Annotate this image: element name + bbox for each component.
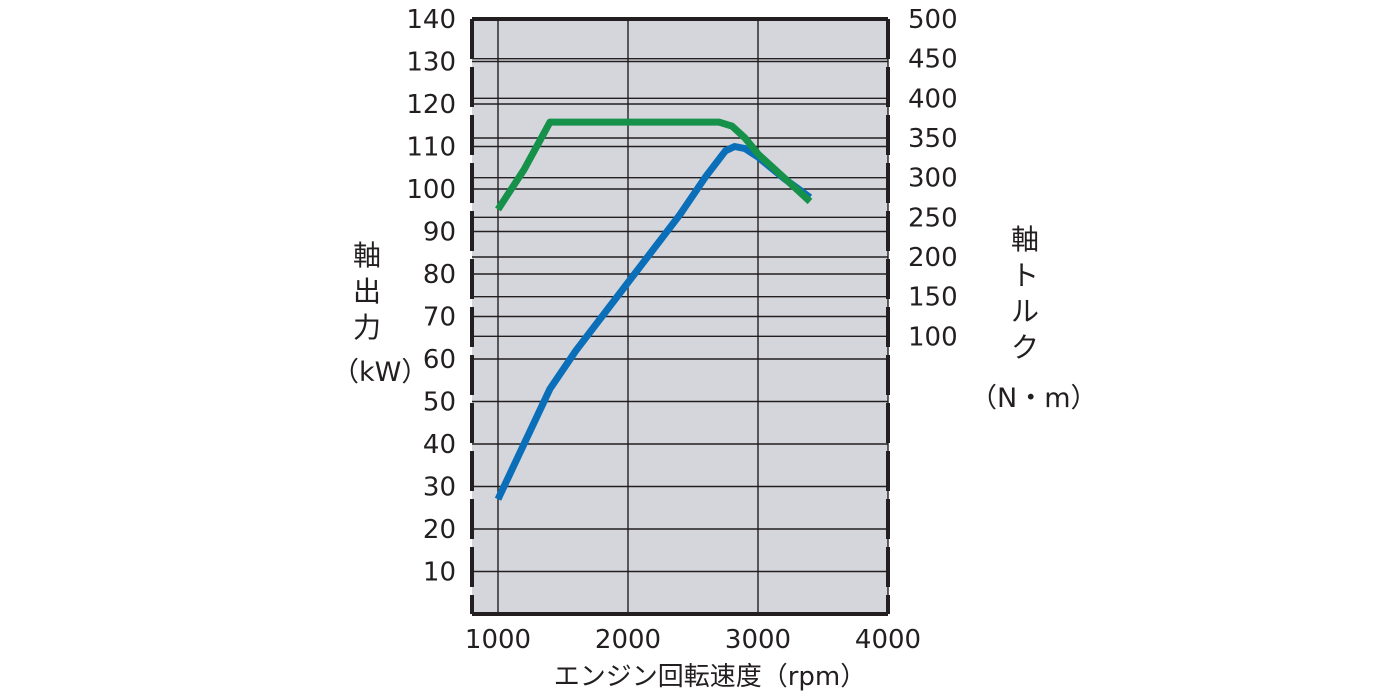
x-axis-tick-label: 3000	[725, 625, 791, 655]
left-axis-tick-label: 80	[423, 260, 456, 290]
left-axis-tick-labels: 10 20 30 40 50 60 70 80 90 100 110 120 130 140	[406, 5, 456, 588]
left-axis-tick-label: 90	[423, 218, 456, 248]
right-axis-title: 軸トルク	[1011, 223, 1040, 364]
left-axis-label: 軸出力 （kW）	[332, 238, 429, 390]
left-axis-tick-label: 140	[406, 5, 456, 35]
right-axis-tick-labels: 100 150 200 250 300 350 400 450 500	[908, 5, 958, 352]
left-axis-tick-label: 70	[423, 303, 456, 333]
left-axis-tick-label: 50	[423, 388, 456, 418]
x-axis-tick-label: 4000	[855, 625, 921, 655]
left-axis-tick-label: 120	[406, 90, 456, 120]
right-axis-tick-label: 200	[908, 243, 958, 273]
torque-curve-line	[495, 118, 813, 212]
left-axis-tick-label: 130	[406, 48, 456, 78]
x-axis-tick-label: 1000	[465, 625, 531, 655]
left-axis-tick-label: 110	[406, 133, 456, 163]
left-axis-unit: （kW）	[332, 357, 429, 388]
right-axis-tick-label: 100	[908, 322, 958, 352]
x-axis-label: エンジン回転速度（rpm）	[553, 662, 867, 692]
right-axis-tick-label: 300	[908, 164, 958, 194]
right-axis-tick-label: 400	[908, 84, 958, 114]
x-axis-tick-label: 2000	[595, 625, 661, 655]
right-axis-tick-label: 250	[908, 203, 958, 233]
right-axis-tick-label: 500	[908, 5, 958, 35]
left-axis-tick-label: 100	[406, 175, 456, 205]
left-axis-tick-label: 20	[423, 515, 456, 545]
right-axis-unit: （N・m）	[970, 383, 1098, 414]
left-axis-tick-label: 40	[423, 430, 456, 460]
left-axis-tick-label: 10	[423, 558, 456, 588]
x-axis-tick-labels: 1000 2000 3000 4000	[465, 625, 921, 655]
left-axis-title: 軸出力	[353, 239, 382, 344]
right-axis-tick-label: 450	[908, 45, 958, 75]
right-axis-tick-label: 350	[908, 124, 958, 154]
series-lines	[494, 118, 813, 501]
left-axis-tick-label: 30	[423, 473, 456, 503]
right-axis-tick-label: 150	[908, 283, 958, 313]
left-axis-tick-label: 60	[423, 345, 456, 375]
right-axis-label: 軸トルク （N・m）	[970, 222, 1098, 415]
axes	[470, 17, 890, 616]
